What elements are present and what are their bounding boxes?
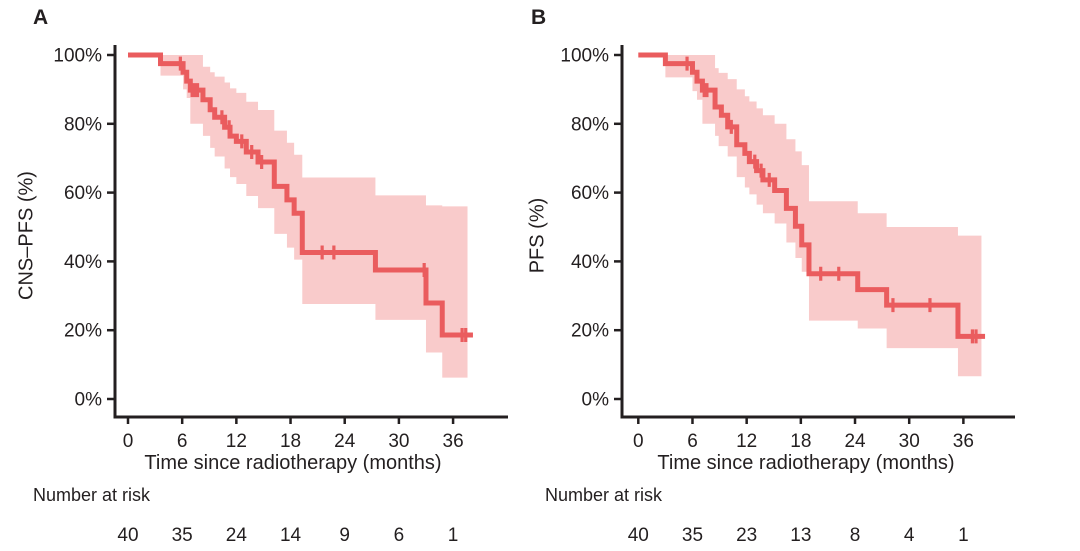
x-tick-label: 18 [790, 431, 811, 452]
axis-lines [620, 45, 1015, 419]
x-tick-label: 30 [899, 431, 920, 452]
y-tick-label: 100% [560, 46, 609, 67]
km-curve [638, 52, 986, 339]
x-tick-label: 0 [123, 431, 134, 452]
risk-count: 1 [958, 525, 969, 546]
confidence-band [160, 55, 468, 378]
x-tick-label: 12 [226, 431, 247, 452]
x-tick-label: 36 [443, 431, 464, 452]
censor-marks [685, 56, 978, 344]
y-tick-label: 60% [571, 183, 609, 204]
panel-a-letter: A [33, 6, 49, 29]
y-tick-label: 100% [53, 46, 102, 67]
y-tick-label: 20% [64, 321, 102, 342]
y-tick-label: 20% [571, 321, 609, 342]
x-tick-label: 24 [844, 431, 866, 452]
panel-b-x-axis-title: Time since radiotherapy (months) [657, 452, 955, 474]
x-tick-label: 30 [388, 431, 409, 452]
y-tick-label: 0% [75, 390, 103, 411]
confidence-band [665, 55, 982, 377]
x-tick-label: 24 [334, 431, 356, 452]
risk-count: 23 [736, 525, 757, 546]
x-tick-label: 36 [953, 431, 974, 452]
risk-count: 24 [226, 525, 248, 546]
x-tick-label: 6 [177, 431, 188, 452]
panel-a-y-axis-title: CNS–PFS (%) [15, 171, 38, 300]
panel-a-x-axis-title: Time since radiotherapy (months) [144, 452, 442, 474]
censor-marks [178, 56, 468, 343]
panel-b-y-axis-title: PFS (%) [526, 197, 549, 274]
y-tick-label: 80% [64, 114, 102, 135]
y-tick-label: 40% [571, 252, 609, 273]
risk-count: 35 [682, 525, 703, 546]
axis-lines [113, 45, 508, 419]
risk-count: 14 [280, 525, 302, 546]
risk-count: 9 [339, 525, 350, 546]
y-tick-label: 60% [64, 183, 102, 204]
x-tick-label: 18 [280, 431, 301, 452]
y-tick-label: 0% [582, 390, 610, 411]
risk-count: 1 [448, 525, 459, 546]
risk-count: 40 [117, 525, 138, 546]
risk-count: 40 [628, 525, 649, 546]
panel-b-risk-table-header: Number at risk [545, 485, 663, 505]
y-tick-label: 80% [571, 114, 609, 135]
risk-count: 6 [394, 525, 405, 546]
km-curve [128, 52, 473, 338]
risk-count: 35 [172, 525, 193, 546]
risk-count: 13 [790, 525, 811, 546]
y-tick-label: 40% [64, 252, 102, 273]
panel-a-risk-table-header: Number at risk [33, 485, 151, 505]
x-tick-label: 12 [736, 431, 757, 452]
x-tick-label: 0 [633, 431, 644, 452]
risk-count: 4 [904, 525, 915, 546]
risk-count: 8 [850, 525, 861, 546]
panel-b-letter: B [531, 6, 547, 29]
x-tick-label: 6 [687, 431, 698, 452]
